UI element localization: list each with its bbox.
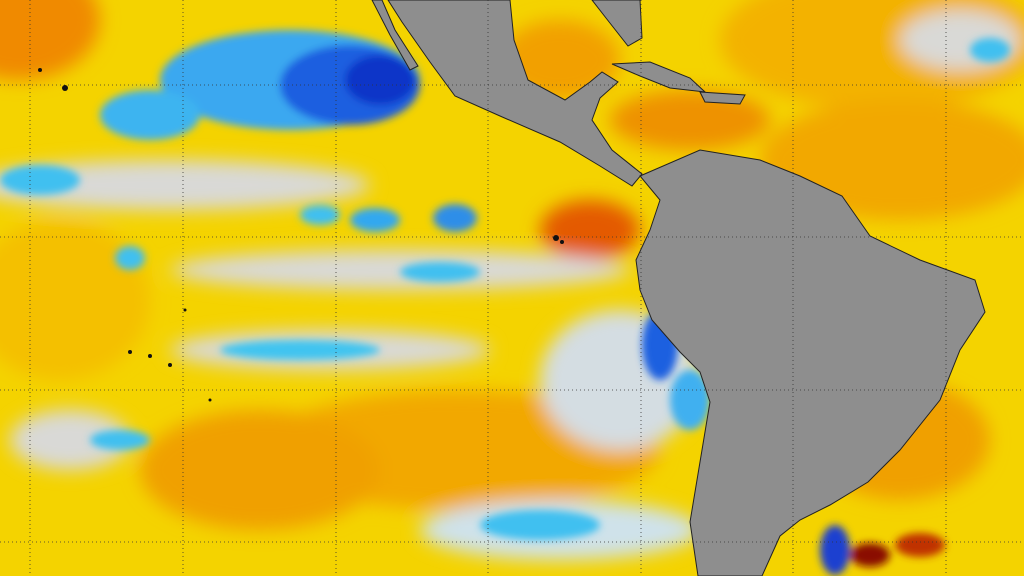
- hispaniola: [699, 91, 746, 105]
- florida: [591, 0, 643, 47]
- island: [148, 354, 152, 358]
- island: [553, 235, 559, 241]
- baja-california: [371, 0, 419, 71]
- island: [208, 398, 212, 402]
- island: [168, 363, 172, 367]
- island: [38, 68, 42, 72]
- islands: [38, 68, 564, 402]
- island: [560, 240, 564, 244]
- island: [62, 85, 68, 91]
- land: [371, 0, 986, 576]
- island: [183, 308, 187, 312]
- south-america: [635, 149, 986, 576]
- mexico-central-america: [387, 0, 643, 187]
- island: [128, 350, 132, 354]
